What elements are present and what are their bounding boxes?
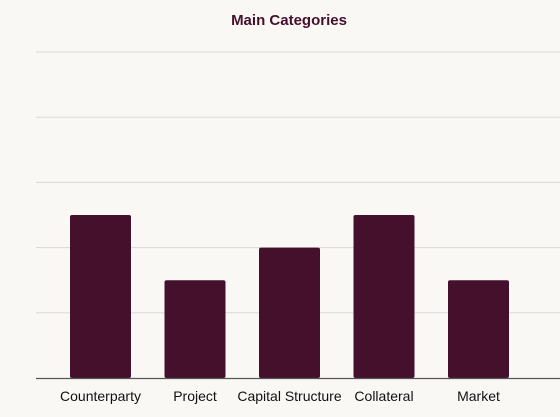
bar-counterparty <box>70 215 131 378</box>
x-tick-labels: Counterparty Project Capital Structure Coll… <box>60 388 500 404</box>
bar-project <box>164 280 226 378</box>
bars <box>70 215 509 378</box>
bar-capital-structure <box>259 247 320 378</box>
chart-title: Main Categories <box>231 12 347 29</box>
x-tick-label: Market <box>457 388 500 404</box>
x-tick-label: Collateral <box>354 388 413 404</box>
bar-collateral <box>353 215 415 378</box>
bar-market <box>448 280 509 378</box>
x-tick-label: Capital Structure <box>237 388 341 404</box>
x-tick-label: Project <box>173 388 217 404</box>
x-tick-label: Counterparty <box>60 388 141 404</box>
